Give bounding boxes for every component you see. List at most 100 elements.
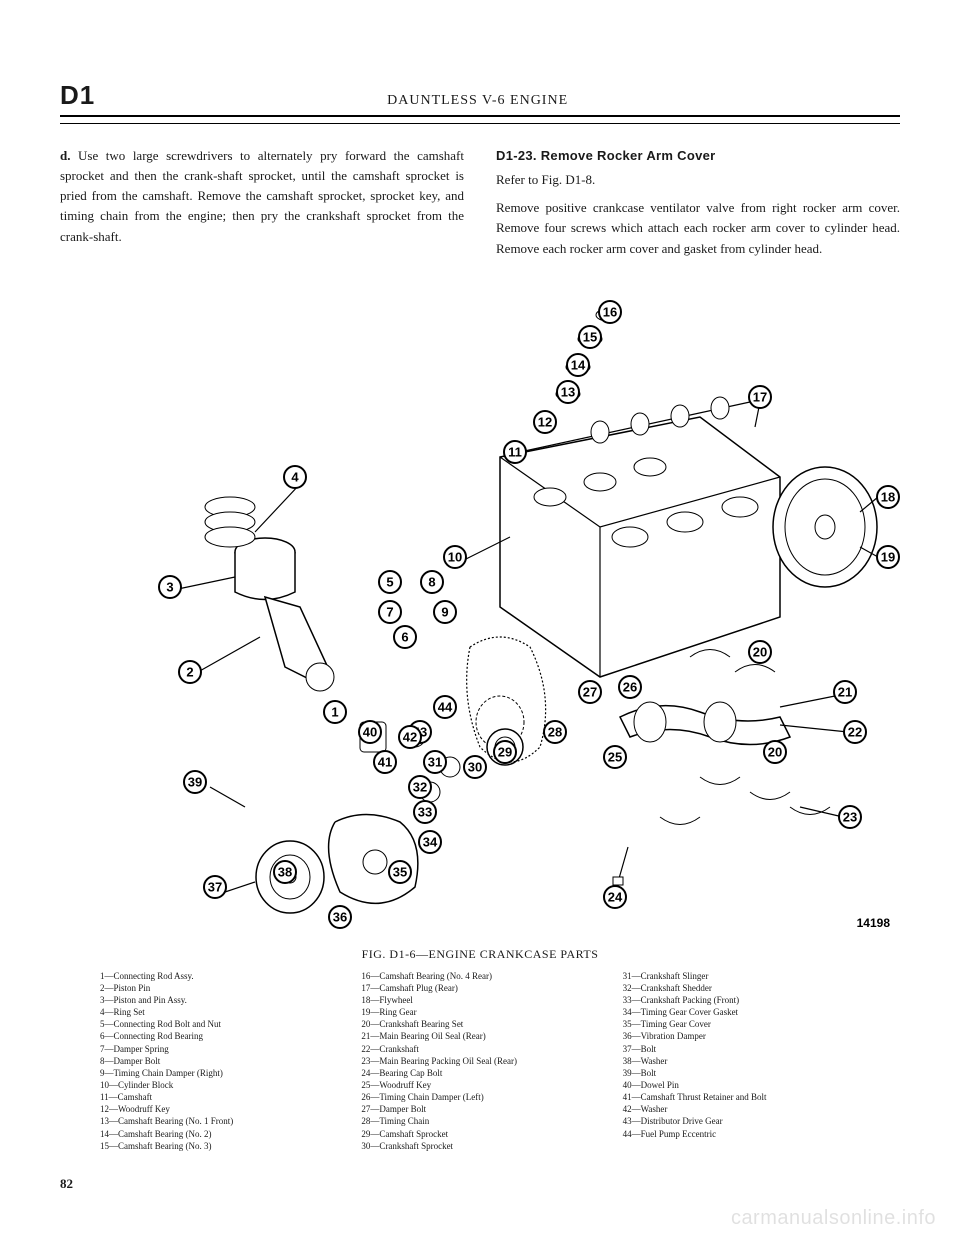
svg-text:23: 23 [843, 809, 857, 824]
parts-list-item: 19—Ring Gear [361, 1006, 598, 1018]
callout-18: 18 [877, 486, 899, 508]
callout-40: 40 [359, 721, 381, 743]
parts-legend: 1—Connecting Rod Assy.2—Piston Pin3—Pist… [60, 970, 900, 1152]
parts-list-item: 32—Crankshaft Shedder [623, 982, 860, 994]
piston-assembly [205, 497, 334, 691]
svg-text:6: 6 [401, 629, 408, 644]
callout-41: 41 [374, 751, 396, 773]
callout-14: 14 [567, 354, 589, 376]
callout-6: 6 [394, 626, 416, 648]
callout-33: 33 [414, 801, 436, 823]
flywheel [773, 467, 877, 587]
parts-list-item: 41—Camshaft Thrust Retainer and Bolt [623, 1091, 860, 1103]
figure-caption: FIG. D1-6—ENGINE CRANKCASE PARTS [60, 947, 900, 962]
svg-text:12: 12 [538, 414, 552, 429]
parts-list-item: 29—Camshaft Sprocket [361, 1128, 598, 1140]
svg-text:18: 18 [881, 489, 895, 504]
callout-16: 16 [599, 301, 621, 323]
parts-list-item: 2—Piston Pin [100, 982, 337, 994]
svg-text:29: 29 [498, 744, 512, 759]
parts-list-item: 27—Damper Bolt [361, 1103, 598, 1115]
parts-list-item: 11—Camshaft [100, 1091, 337, 1103]
callout-26: 26 [619, 676, 641, 698]
callout-19: 19 [877, 546, 899, 568]
body-text-columns: d. Use two large screwdrivers to alterna… [60, 146, 900, 259]
parts-list-item: 3—Piston and Pin Assy. [100, 994, 337, 1006]
parts-list-item: 43—Distributor Drive Gear [623, 1115, 860, 1127]
section-body: Remove positive crankcase ventilator val… [496, 198, 900, 258]
parts-list-item: 33—Crankshaft Packing (Front) [623, 994, 860, 1006]
svg-text:38: 38 [278, 864, 292, 879]
svg-text:27: 27 [583, 684, 597, 699]
callout-44: 44 [434, 696, 456, 718]
svg-text:44: 44 [438, 699, 453, 714]
svg-text:8: 8 [428, 574, 435, 589]
callout-20: 20 [749, 641, 771, 663]
parts-list-item: 26—Timing Chain Damper (Left) [361, 1091, 598, 1103]
svg-text:2: 2 [186, 664, 193, 679]
svg-text:14: 14 [571, 357, 586, 372]
svg-text:19: 19 [881, 549, 895, 564]
parts-list-item: 10—Cylinder Block [100, 1079, 337, 1091]
engine-diagram-svg: 14198 1615141312111718194321058796144434… [60, 277, 900, 937]
callout-15: 15 [579, 326, 601, 348]
svg-text:16: 16 [603, 304, 617, 319]
parts-list-item: 38—Washer [623, 1055, 860, 1067]
callout-8: 8 [421, 571, 443, 593]
paragraph-d: d. Use two large screwdrivers to alterna… [60, 146, 464, 247]
callout-22: 22 [844, 721, 866, 743]
parts-list-item: 40—Dowel Pin [623, 1079, 860, 1091]
crankshaft [620, 702, 790, 745]
callout-25: 25 [604, 746, 626, 768]
parts-list-item: 22—Crankshaft [361, 1043, 598, 1055]
parts-list-item: 13—Camshaft Bearing (No. 1 Front) [100, 1115, 337, 1127]
parts-list-item: 6—Connecting Rod Bearing [100, 1030, 337, 1042]
callout-30: 30 [464, 756, 486, 778]
right-column: D1-23. Remove Rocker Arm Cover Refer to … [496, 146, 900, 259]
timing-cover [329, 814, 418, 903]
callout-13: 13 [557, 381, 579, 403]
parts-list-item: 14—Camshaft Bearing (No. 2) [100, 1128, 337, 1140]
callout-28: 28 [544, 721, 566, 743]
exploded-view-figure: 14198 1615141312111718194321058796144434… [60, 277, 900, 937]
parts-list-item: 34—Timing Gear Cover Gasket [623, 1006, 860, 1018]
callout-9: 9 [434, 601, 456, 623]
callout-12: 12 [534, 411, 556, 433]
svg-text:17: 17 [753, 389, 767, 404]
callout-29: 29 [494, 741, 516, 763]
callout-7: 7 [379, 601, 401, 623]
parts-list-item: 28—Timing Chain [361, 1115, 598, 1127]
svg-text:40: 40 [363, 724, 377, 739]
parts-list-item: 17—Camshaft Plug (Rear) [361, 982, 598, 994]
callout-36: 36 [329, 906, 351, 928]
parts-list-item: 21—Main Bearing Oil Seal (Rear) [361, 1030, 598, 1042]
callout-20: 20 [764, 741, 786, 763]
svg-text:21: 21 [838, 684, 852, 699]
callout-34: 34 [419, 831, 441, 853]
parts-list-item: 31—Crankshaft Slinger [623, 970, 860, 982]
parts-list-item: 30—Crankshaft Sprocket [361, 1140, 598, 1152]
callout-32: 32 [409, 776, 431, 798]
svg-text:26: 26 [623, 679, 637, 694]
parts-list-item: 25—Woodruff Key [361, 1079, 598, 1091]
svg-text:36: 36 [333, 909, 347, 924]
parts-list-item: 9—Timing Chain Damper (Right) [100, 1067, 337, 1079]
bearing-cap-bolt [613, 847, 628, 885]
page-header: D1 DAUNTLESS V-6 ENGINE [60, 80, 900, 115]
svg-text:33: 33 [418, 804, 432, 819]
svg-text:35: 35 [393, 864, 407, 879]
parts-list-item: 44—Fuel Pump Eccentric [623, 1128, 860, 1140]
callout-17: 17 [749, 386, 771, 408]
callout-31: 31 [424, 751, 446, 773]
svg-text:15: 15 [583, 329, 597, 344]
callout-38: 38 [274, 861, 296, 883]
callout-11: 11 [504, 441, 526, 463]
section-code: D1 [60, 80, 95, 111]
callout-1: 1 [324, 701, 346, 723]
section-heading: D1-23. Remove Rocker Arm Cover [496, 146, 900, 166]
svg-text:11: 11 [508, 444, 522, 459]
svg-text:31: 31 [428, 754, 442, 769]
svg-text:20: 20 [753, 644, 767, 659]
callout-39: 39 [184, 771, 206, 793]
callout-24: 24 [604, 886, 626, 908]
